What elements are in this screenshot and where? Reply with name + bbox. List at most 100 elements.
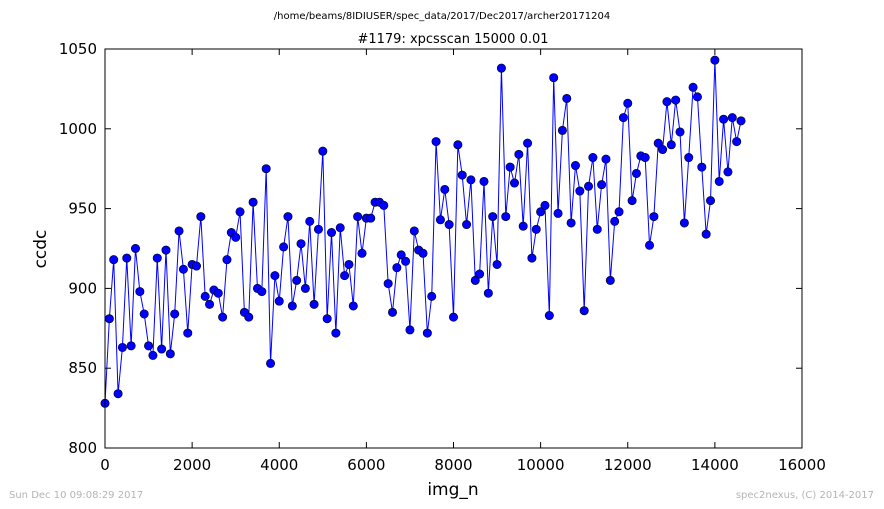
data-point — [165, 349, 175, 359]
data-point — [409, 226, 419, 236]
data-point — [344, 259, 354, 269]
data-point — [475, 269, 485, 279]
data-point — [496, 63, 506, 73]
data-point — [692, 92, 702, 102]
data-point — [579, 306, 589, 316]
data-point — [501, 212, 511, 222]
data-point — [283, 212, 293, 222]
data-point — [266, 358, 276, 368]
data-point — [697, 162, 707, 172]
data-point — [549, 73, 559, 83]
data-point — [592, 224, 602, 234]
data-point — [444, 220, 454, 230]
data-point — [684, 153, 694, 163]
data-point — [714, 176, 724, 186]
data-point — [235, 207, 245, 217]
data-point — [388, 307, 398, 317]
footer-credit: spec2nexus, (C) 2014-2017 — [736, 490, 874, 501]
data-point — [122, 253, 132, 263]
data-point — [658, 145, 668, 155]
data-point — [570, 161, 580, 171]
data-point — [383, 279, 393, 289]
data-point — [313, 224, 323, 234]
data-point — [174, 226, 184, 236]
data-point — [653, 138, 663, 148]
data-point — [453, 140, 463, 150]
data-point — [727, 113, 737, 123]
data-point — [631, 168, 641, 178]
y-tick-label: 800 — [68, 439, 97, 457]
data-point — [431, 137, 441, 147]
data-point — [479, 176, 489, 186]
data-point — [701, 229, 711, 239]
data-point — [435, 215, 445, 225]
data-point — [357, 248, 367, 258]
data-point — [523, 138, 533, 148]
data-point — [710, 55, 720, 65]
data-point — [575, 186, 585, 196]
data-point — [505, 162, 515, 172]
data-point — [340, 271, 350, 281]
data-point — [287, 301, 297, 311]
data-point — [279, 242, 289, 252]
data-point — [706, 196, 716, 206]
data-point — [392, 263, 402, 273]
data-point — [196, 212, 206, 222]
data-point — [200, 291, 210, 301]
data-point — [540, 200, 550, 210]
data-point — [597, 180, 607, 190]
data-point — [544, 311, 554, 321]
data-point — [270, 271, 280, 281]
data-point — [205, 299, 215, 309]
data-point — [736, 116, 746, 126]
data-point — [327, 228, 337, 238]
data-point — [557, 125, 567, 135]
data-point — [248, 197, 258, 207]
data-point — [335, 223, 345, 233]
data-point — [261, 164, 271, 174]
data-point — [509, 178, 519, 188]
data-point — [104, 314, 114, 324]
x-tick-label: 6000 — [347, 456, 385, 474]
data-point — [440, 184, 450, 194]
chart-title: #1179: xpcsscan 15000 0.01 — [357, 32, 548, 47]
data-point — [614, 207, 624, 217]
data-point — [191, 261, 201, 271]
data-point — [244, 312, 254, 322]
data-point — [231, 232, 241, 242]
data-point — [723, 167, 733, 177]
x-tick-label: 0 — [100, 456, 110, 474]
data-point — [627, 196, 637, 206]
data-point — [618, 113, 628, 123]
data-layer — [100, 55, 746, 408]
data-point — [157, 344, 167, 354]
y-axis-label: ccdc — [31, 230, 51, 269]
data-point — [605, 275, 615, 285]
data-point — [274, 296, 284, 306]
data-point — [300, 283, 310, 293]
x-tick-label: 2000 — [173, 456, 211, 474]
data-point — [292, 275, 302, 285]
data-point — [305, 216, 315, 226]
footer-timestamp: Sun Dec 10 09:08:29 2017 — [9, 490, 143, 501]
data-point — [418, 248, 428, 258]
data-point — [396, 250, 406, 260]
plot-frame — [104, 48, 803, 449]
data-point — [562, 93, 572, 103]
y-tick-label: 1000 — [59, 120, 97, 138]
data-point — [492, 259, 502, 269]
data-point — [610, 216, 620, 226]
data-point — [126, 341, 136, 351]
x-tick-label: 10000 — [517, 456, 565, 474]
data-point — [732, 137, 742, 147]
data-point — [527, 253, 537, 263]
data-point — [662, 97, 672, 107]
data-point — [671, 95, 681, 105]
data-point — [139, 309, 149, 319]
data-point — [318, 146, 328, 156]
x-tick-label: 8000 — [434, 456, 472, 474]
y-tick-label: 1050 — [59, 40, 97, 58]
data-point — [152, 253, 162, 263]
data-point — [213, 288, 223, 298]
